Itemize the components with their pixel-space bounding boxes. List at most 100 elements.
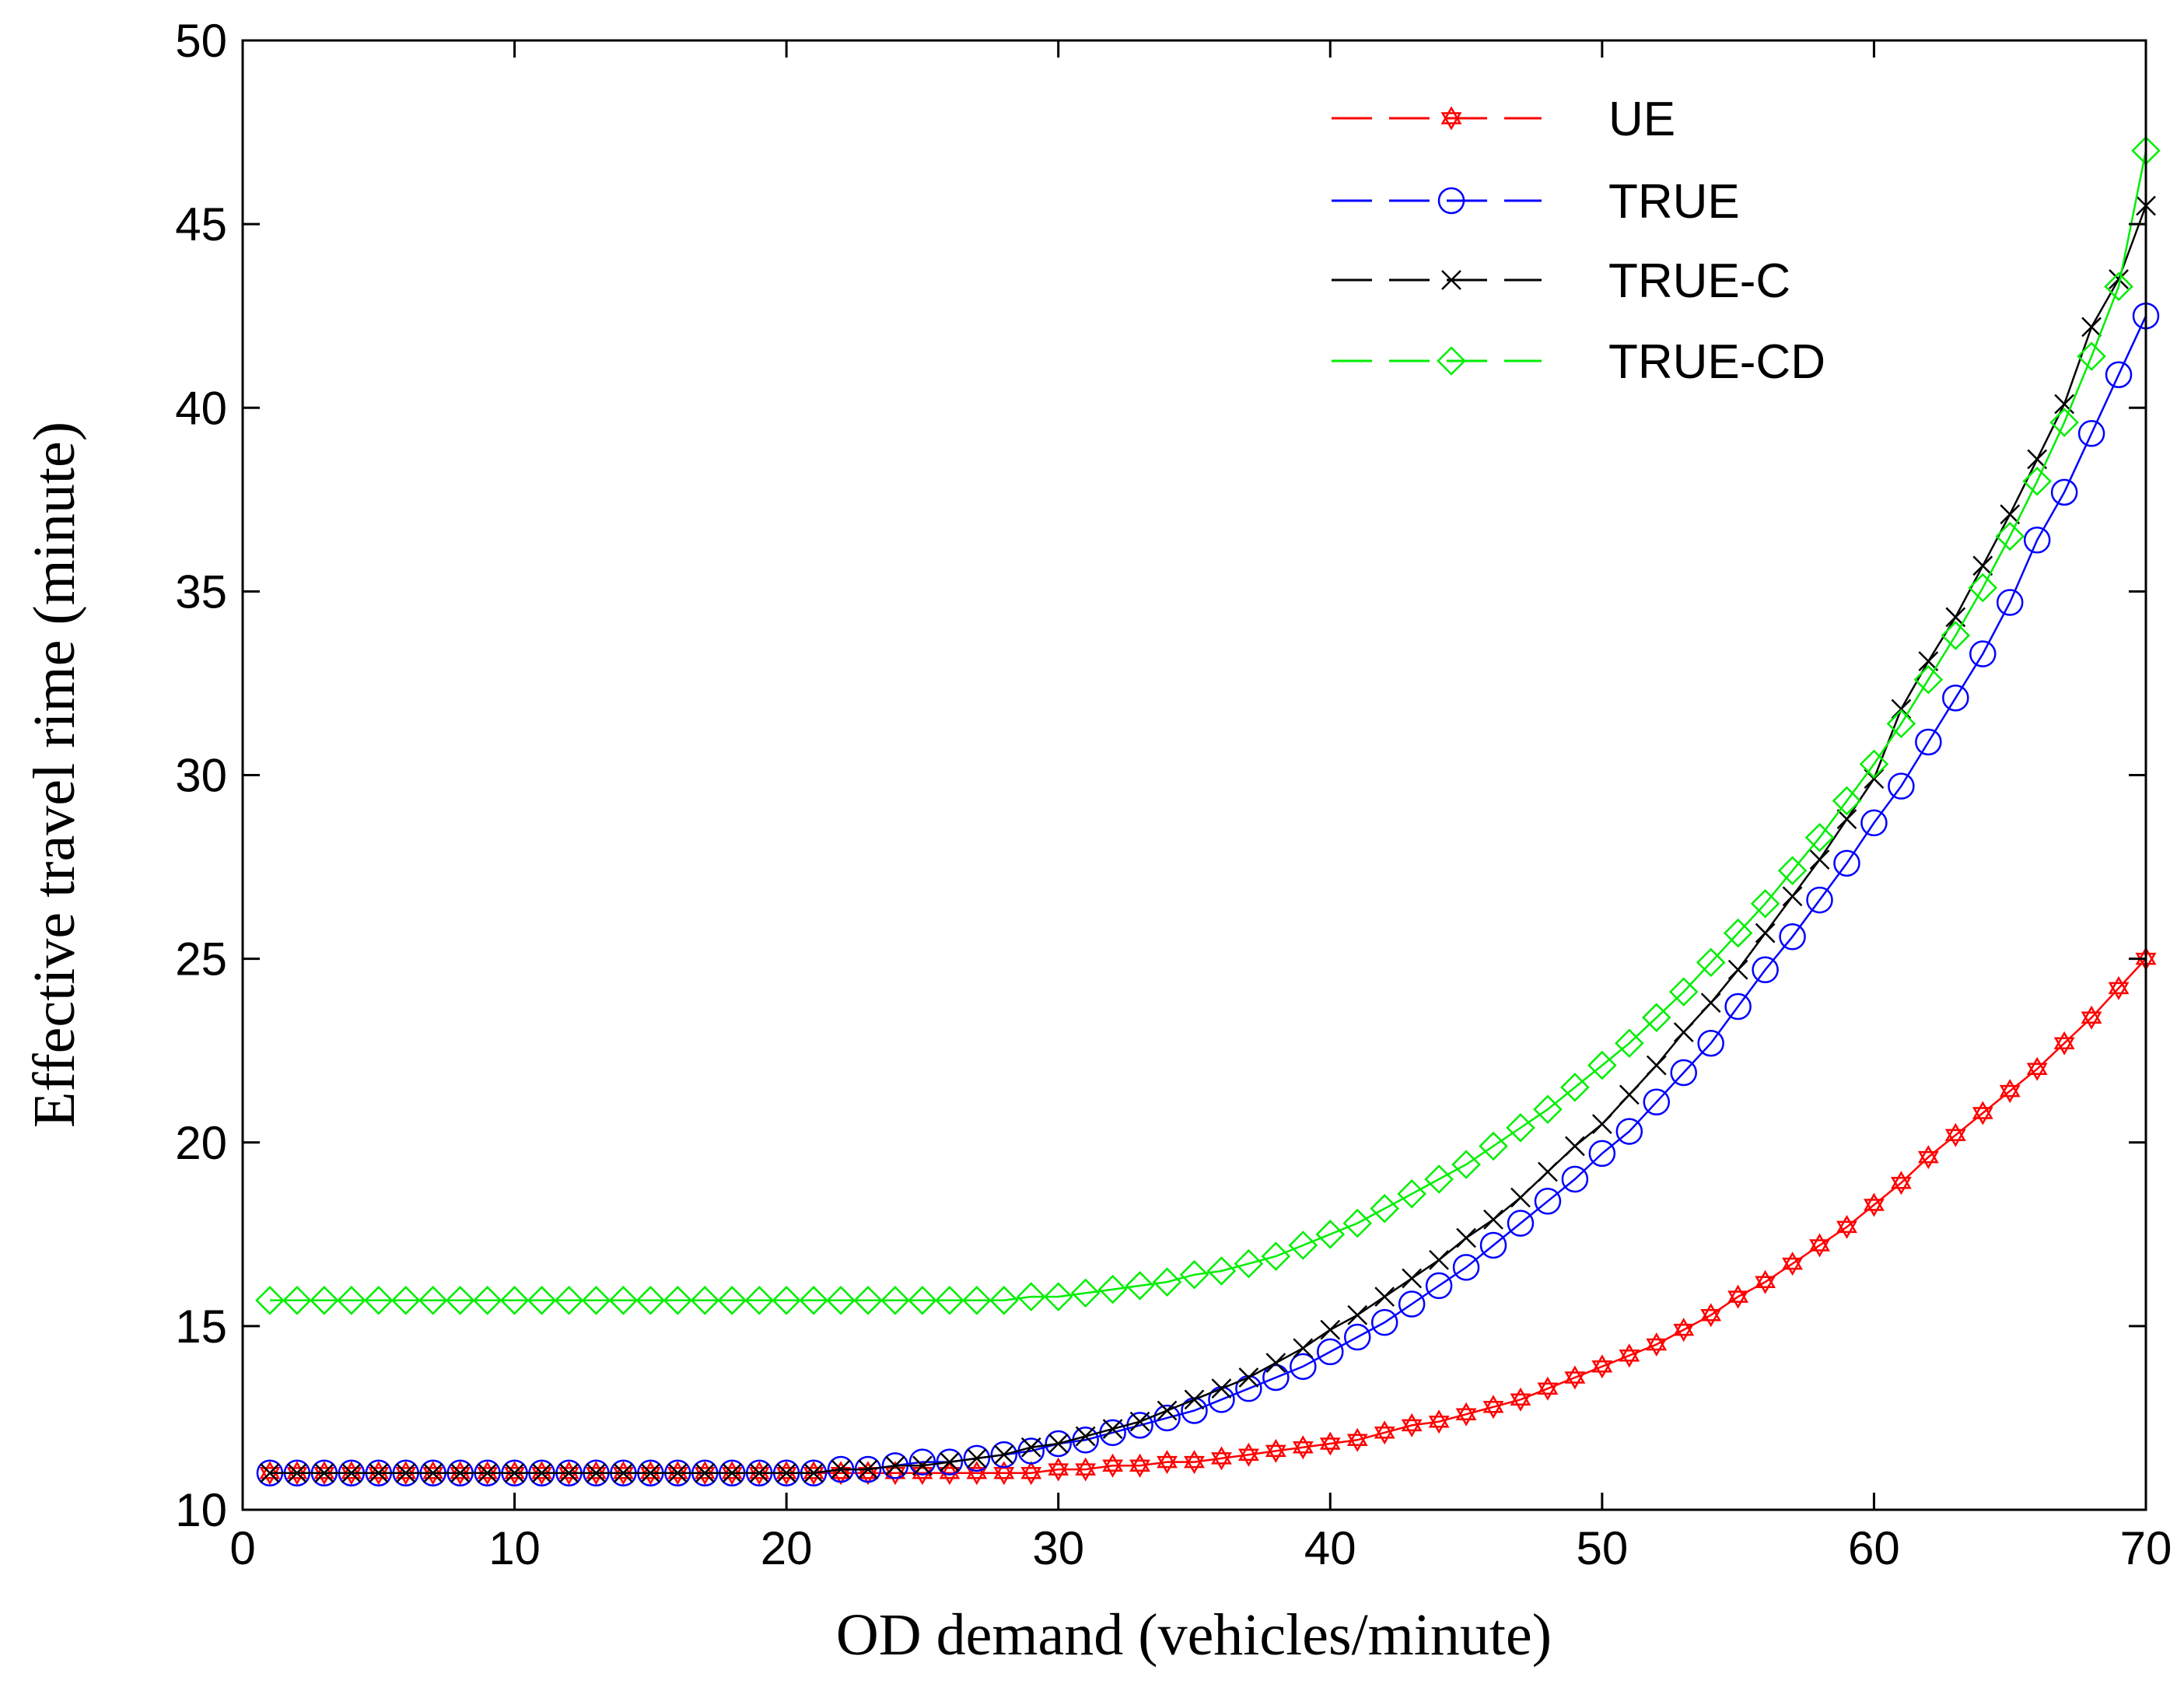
data-point — [2000, 504, 2021, 525]
data-point — [1646, 1332, 1668, 1357]
data-point — [1670, 1059, 1697, 1087]
data-point — [1643, 1088, 1671, 1116]
data-point — [2077, 341, 2106, 371]
data-point — [1343, 1323, 1371, 1351]
data-point — [1588, 1140, 1616, 1168]
data-point — [1265, 1353, 1286, 1373]
data-point — [586, 1461, 607, 1486]
data-point — [1972, 555, 1993, 576]
x-tick-label: 20 — [761, 1522, 813, 1574]
data-point — [1533, 1094, 1563, 1125]
data-point — [826, 1286, 856, 1315]
data-point — [1016, 1282, 1046, 1311]
data-point — [1619, 1343, 1640, 1368]
data-point — [1510, 1387, 1531, 1412]
data-point — [695, 1462, 716, 1483]
legend-label: TRUE-CD — [1608, 335, 1825, 389]
data-point — [1479, 1231, 1507, 1259]
data-point — [2026, 1056, 2048, 1081]
data-point — [2105, 361, 2133, 388]
data-point — [1888, 772, 1915, 800]
data-point — [1724, 993, 1752, 1021]
data-point — [613, 1462, 634, 1483]
data-point — [1538, 1161, 1558, 1182]
data-point — [1234, 1248, 1264, 1279]
data-point — [1482, 1395, 1504, 1420]
data-point — [1317, 1338, 1344, 1366]
data-point — [748, 1461, 770, 1486]
data-point — [1235, 1374, 1262, 1402]
data-point — [1262, 1364, 1290, 1392]
data-point — [422, 1461, 444, 1486]
data-point — [885, 1455, 905, 1476]
data-point — [1999, 1079, 2021, 1104]
data-point — [2050, 478, 2078, 506]
y-tick-label: 25 — [175, 933, 227, 986]
data-point — [1320, 1319, 1341, 1340]
data-point — [1070, 1278, 1101, 1308]
data-point — [1809, 849, 1830, 870]
data-point — [939, 1461, 961, 1486]
data-point — [722, 1462, 743, 1483]
data-point — [1697, 1029, 1724, 1057]
data-point — [1886, 709, 1916, 739]
data-point — [477, 1461, 499, 1486]
data-point — [1455, 1402, 1477, 1427]
plot-frame — [241, 39, 2147, 1511]
data-point — [1398, 1290, 1426, 1318]
data-point — [1755, 923, 1776, 944]
data-point — [1211, 1446, 1232, 1471]
data-point — [1673, 1022, 1694, 1042]
data-point — [2053, 1031, 2075, 1056]
data-point — [717, 1286, 747, 1315]
data-point — [1319, 1431, 1341, 1456]
data-point — [963, 1444, 991, 1472]
data-point — [989, 1286, 1019, 1315]
data-point — [1479, 1131, 1508, 1161]
x-tick-label: 70 — [2120, 1522, 2172, 1574]
data-point — [527, 1286, 557, 1315]
data-point — [2104, 271, 2133, 302]
data-point — [1646, 1055, 1667, 1076]
data-point — [639, 1461, 661, 1486]
data-point — [1429, 1249, 1449, 1270]
data-point — [1020, 1437, 1041, 1458]
data-point — [1451, 1150, 1481, 1179]
data-point — [1370, 1193, 1399, 1224]
y-tick-label: 45 — [175, 198, 227, 250]
series-true-c — [260, 195, 2156, 1483]
data-point — [1727, 959, 1748, 980]
data-point — [1891, 698, 1912, 719]
data-point — [1700, 993, 1721, 1014]
data-point — [2022, 466, 2052, 496]
data-point — [640, 1462, 661, 1483]
data-point — [1727, 1284, 1749, 1309]
data-point — [1265, 1438, 1286, 1463]
data-point — [1293, 1338, 1314, 1359]
data-point — [1424, 1164, 1454, 1194]
data-point — [310, 1286, 339, 1315]
data-point — [282, 1286, 312, 1315]
legend-item: TRUE-C — [1332, 254, 1790, 308]
data-point — [1779, 923, 1806, 951]
data-point — [1075, 1457, 1097, 1482]
data-point — [260, 1462, 280, 1483]
data-point — [1347, 1304, 1368, 1325]
data-point — [1292, 1435, 1314, 1460]
y-tick-label: 30 — [175, 750, 227, 802]
data-point — [1915, 728, 1942, 756]
data-point — [744, 1286, 774, 1315]
data-point — [940, 1451, 960, 1472]
data-point — [1752, 956, 1779, 984]
data-point — [2023, 527, 2051, 554]
data-point — [554, 1286, 584, 1315]
data-point — [1723, 918, 1753, 948]
data-point — [936, 1448, 964, 1476]
data-point — [831, 1459, 851, 1479]
legend-marker — [1437, 346, 1466, 376]
data-point — [1157, 1400, 1178, 1421]
data-point — [1452, 1254, 1480, 1281]
x-tick-label: 50 — [1576, 1522, 1628, 1574]
data-point — [1972, 1101, 1993, 1126]
data-point — [1125, 1271, 1155, 1301]
